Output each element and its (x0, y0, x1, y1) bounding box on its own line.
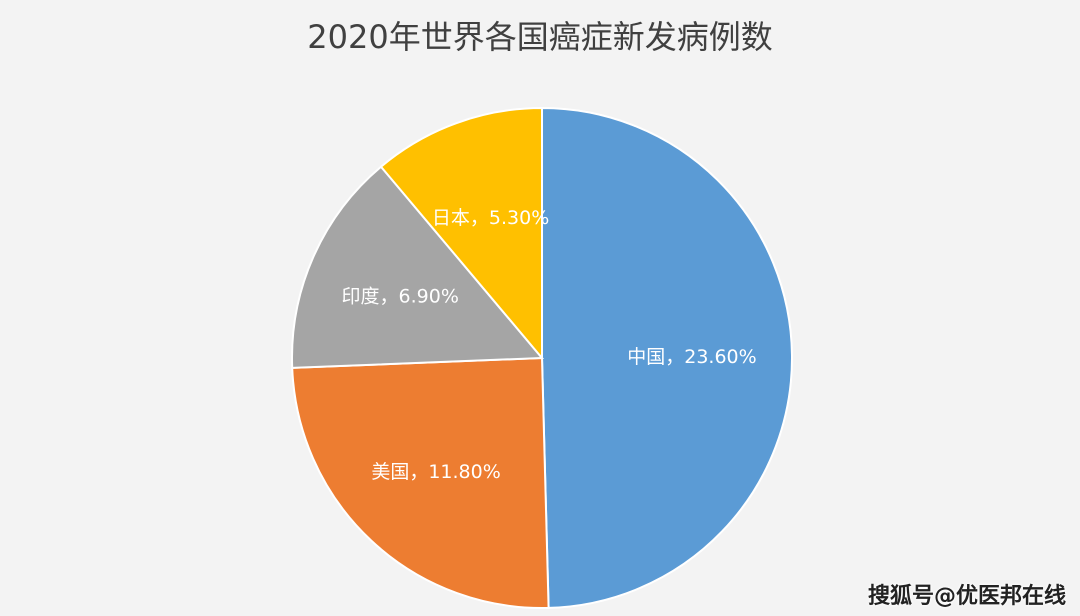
pie-slice-3 (379, 106, 543, 361)
pie-slice-2 (291, 165, 545, 369)
chart-title: 2020年世界各国癌症新发病例数 (307, 18, 773, 56)
data-label-0: 中国，23.60% (627, 346, 756, 368)
data-label-2: 印度，6.90% (342, 285, 459, 307)
data-label-3: 日本，5.30% (432, 207, 549, 229)
watermark: 搜狐号@优医邦在线 (867, 584, 1066, 609)
pie-slice-1 (291, 356, 550, 609)
pie-slice-0 (541, 106, 793, 609)
data-label-1: 美国，11.80% (371, 461, 500, 483)
